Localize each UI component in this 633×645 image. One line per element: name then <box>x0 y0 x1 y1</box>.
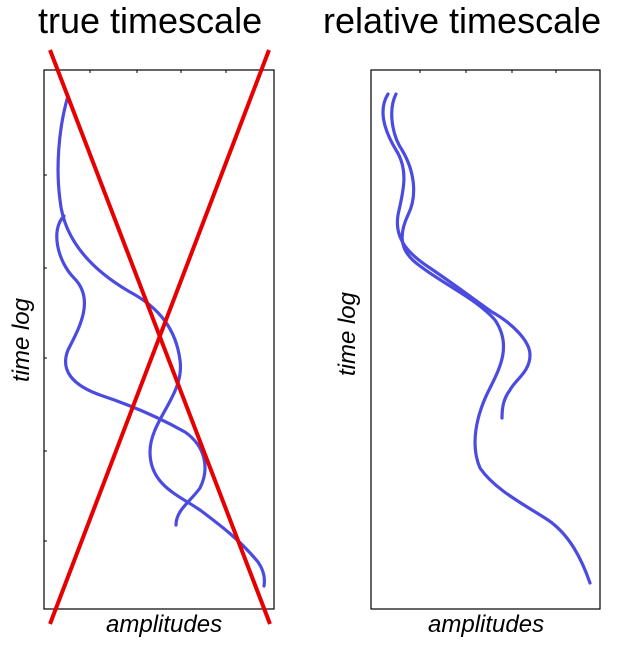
left-panel-frame <box>43 69 275 610</box>
right-panel-curves <box>381 92 592 585</box>
x-axis-label-left: amplitudes <box>106 611 223 638</box>
right-panel-frame <box>370 69 601 610</box>
left-panel-ticks <box>44 69 227 542</box>
panel-title-relative-timescale: relative timescale <box>323 0 602 41</box>
cross-line-2 <box>48 49 271 625</box>
cross-out-mark <box>48 49 272 625</box>
panel-title-true-timescale: true timescale <box>38 0 263 41</box>
right-curve-b <box>381 92 532 420</box>
right-curve-a <box>390 92 592 585</box>
x-axis-label-right: amplitudes <box>428 611 545 638</box>
left-curve-b <box>55 214 207 527</box>
right-panel-ticks <box>419 70 557 73</box>
